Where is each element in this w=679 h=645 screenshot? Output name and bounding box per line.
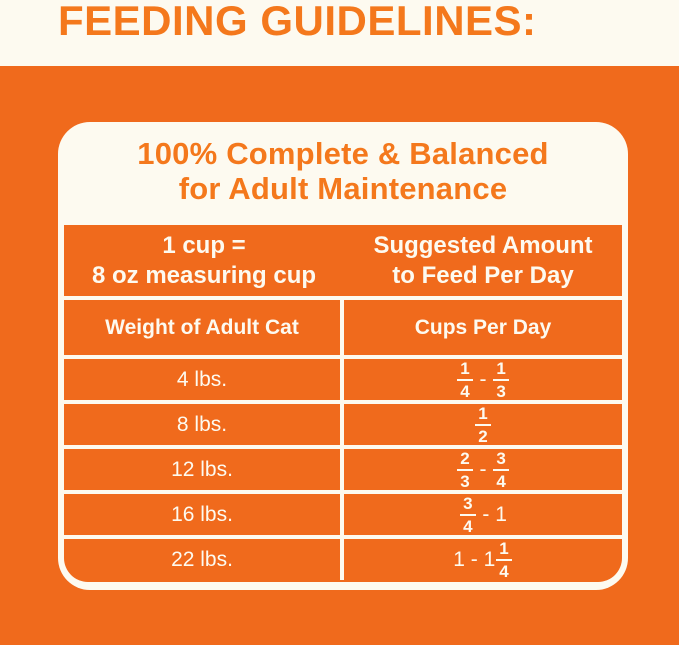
table-row: 16 lbs. 3 4 - 1 [64,490,622,535]
cup-definition-line2: 8 oz measuring cup [91,261,317,289]
header-bar: FEEDING GUIDELINES: [0,0,679,66]
card-title-line2: for Adult Maintenance [178,171,508,206]
weight-value: 8 lbs. [176,412,228,436]
feeding-table: 1 cup = 8 oz measuring cup Suggested Amo… [64,225,622,582]
cups-text: 1 - 1 [453,547,496,571]
weight-value: 22 lbs. [171,547,233,571]
cups-text: - [473,457,493,481]
cups-text: - [473,367,493,391]
weight-value: 12 lbs. [171,457,233,481]
table-header-secondary: Weight of Adult Cat Cups Per Day [64,296,622,355]
card-title-line1: 100% Complete & Balanced [137,136,549,171]
cup-definition-line1: 1 cup = [162,231,246,259]
cups-column-header: Cups Per Day [340,300,622,355]
suggested-amount-line1: Suggested Amount [373,231,593,259]
weight-value: 16 lbs. [171,502,233,526]
table-row: 8 lbs. 1 2 [64,400,622,445]
page-title: FEEDING GUIDELINES: [58,0,537,44]
weight-value: 4 lbs. [176,367,228,391]
guidelines-card: 100% Complete & Balanced for Adult Maint… [58,122,628,590]
cup-definition-header: 1 cup = 8 oz measuring cup [64,225,344,296]
weight-column-header: Weight of Adult Cat [105,315,299,339]
card-title: 100% Complete & Balanced for Adult Maint… [58,122,628,206]
suggested-amount-line2: to Feed Per Day [392,261,574,289]
table-header-primary: 1 cup = 8 oz measuring cup Suggested Amo… [64,225,622,296]
cups-text: - 1 [476,502,507,526]
suggested-amount-header: Suggested Amount to Feed Per Day [344,225,622,296]
